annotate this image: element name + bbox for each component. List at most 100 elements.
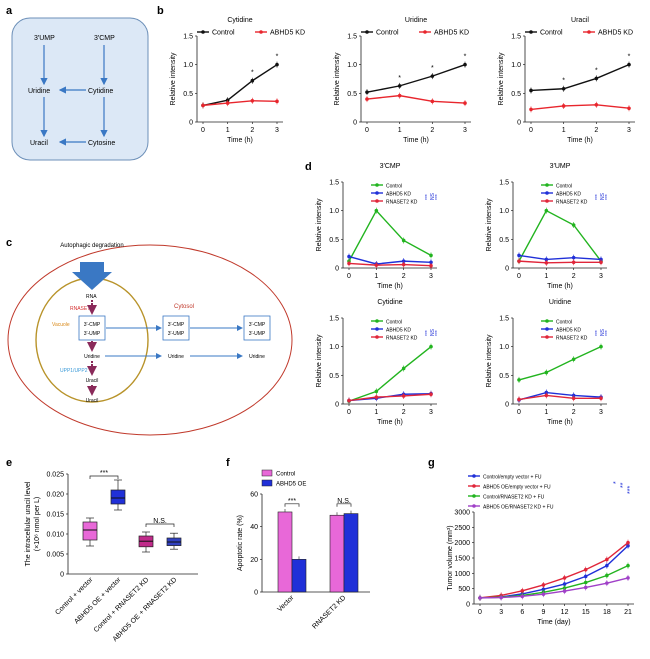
sig-mark: *: [613, 481, 620, 484]
xlabel-b3: Time (h): [567, 137, 593, 144]
legend-swatch: [261, 469, 273, 477]
sig-star: *: [276, 54, 279, 61]
data-point: [562, 582, 567, 586]
data-point: [250, 78, 255, 83]
series-line: [366, 64, 466, 93]
data-point: [365, 90, 369, 94]
legend-label: RNASET2 KD: [386, 336, 418, 342]
sig-star: *: [562, 78, 565, 85]
ylabel2-e: (×10⁶ nmol per L): [34, 497, 41, 551]
legend-marker: [259, 30, 263, 34]
legend-label: Control: [386, 184, 402, 190]
data-point: [374, 389, 379, 394]
ytick-label: 0.5: [347, 91, 357, 98]
legend-marker: [545, 327, 549, 331]
series-line: [518, 346, 602, 381]
title-d1: 3′CMP: [380, 163, 401, 170]
legend-marker: [472, 474, 476, 478]
data-point: [429, 344, 433, 349]
data-point: [397, 84, 402, 88]
legend-label: Control: [376, 30, 399, 37]
data-point: [594, 103, 599, 107]
ytick-label: 0.005: [46, 552, 64, 559]
legend-marker: [545, 183, 549, 187]
data-point: [517, 253, 521, 258]
xtick-label: 2: [430, 127, 434, 134]
chart-e: 0 0.005 0.010 0.015 0.020 0.025 The intracellu…: [25, 470, 198, 643]
xtick-label: 21: [624, 609, 632, 616]
title-b3: Uracil: [571, 17, 589, 24]
title-d4: Uridine: [549, 299, 571, 306]
legend-label: ABHD5 OE: [276, 482, 306, 488]
inner-nucleotide-box: [78, 315, 106, 341]
data-point: [401, 394, 406, 398]
autophagy-arrow-icon: [72, 262, 112, 290]
node-cytidine: Cytidine: [88, 88, 113, 95]
legend-label: ABHD5 KD: [386, 328, 411, 334]
charts-layer: 0 0.5 1.0 1.5 0 1 2 3 Time (h) Relative intensity…: [25, 17, 635, 643]
series-line: [530, 64, 630, 92]
uridine-vacuole: Uridine: [84, 354, 100, 360]
title-b2: Uridine: [405, 17, 427, 24]
xtick-label: 3: [463, 127, 467, 134]
sig-star: *: [398, 75, 401, 82]
series-line: [348, 209, 432, 262]
ytick-label: 1.5: [329, 316, 339, 323]
series-line: [202, 100, 278, 107]
data-point: [544, 257, 549, 262]
axis-b1: [196, 36, 283, 123]
ylabel-e: The intracellular uracil level: [25, 481, 32, 566]
panel-letter-b: b: [157, 5, 164, 17]
xtick-label: 3: [275, 127, 279, 134]
xtick-label: 15: [582, 609, 590, 616]
category-label: Vector: [276, 594, 295, 613]
uridine-cytosol: Uridine: [168, 354, 184, 360]
data-point: [499, 595, 503, 600]
data-point: [561, 104, 566, 108]
cytosol-label: Cytosol: [174, 304, 194, 310]
ylabel-d1: Relative intensity: [316, 198, 323, 251]
data-point: [517, 259, 521, 263]
sig-mark: **: [620, 482, 627, 488]
xtick-label: 0: [365, 127, 369, 134]
data-point: [541, 583, 546, 587]
ytick-label: 0.015: [46, 512, 64, 519]
xtick-label: 2: [250, 127, 254, 134]
xtick-label: 1: [398, 127, 402, 134]
xtick-label: 3: [499, 609, 503, 616]
legend-label: ABHD5 KD: [434, 30, 469, 37]
sig-mark: NS: [430, 328, 436, 336]
xtick-label: 3: [627, 127, 631, 134]
legend-marker: [545, 191, 549, 195]
ytick-label: 1.0: [499, 344, 509, 351]
data-point: [429, 253, 433, 258]
data-point: [397, 93, 402, 98]
chart-b3: 0 0.5 1.0 1.5 0 1 2 3 Time (h) Relative intensity…: [498, 17, 635, 144]
data-point: [401, 366, 406, 371]
panel-letter-f: f: [226, 457, 230, 469]
legend-marker: [375, 327, 379, 331]
data-point: [347, 254, 351, 259]
legend-marker: [375, 183, 379, 187]
data-point: [365, 97, 369, 101]
data-point: [374, 208, 379, 213]
sig-mark: N.S.: [337, 498, 351, 505]
xtick-label: 1: [562, 127, 566, 134]
data-point: [225, 101, 230, 105]
data-point: [541, 592, 546, 596]
legend-marker: [375, 319, 379, 323]
legend-swatch: [261, 479, 273, 487]
legend-marker: [472, 504, 476, 508]
ytick-label: 0: [335, 266, 339, 273]
xtick-label: 2: [594, 127, 598, 134]
panel-a-diagram: 3′UMP 3′CMP Uridine Cytidine Uracil Cyto…: [11, 17, 149, 161]
data-point: [250, 98, 255, 103]
data-point: [583, 585, 588, 590]
sig-mark: ***: [425, 330, 431, 336]
data-point: [401, 238, 406, 243]
series-line: [366, 94, 466, 104]
xtick-label: 0: [347, 409, 351, 416]
ytick-label: 1.0: [329, 208, 339, 215]
legend-label: Control/empty vector + FU: [483, 475, 542, 481]
